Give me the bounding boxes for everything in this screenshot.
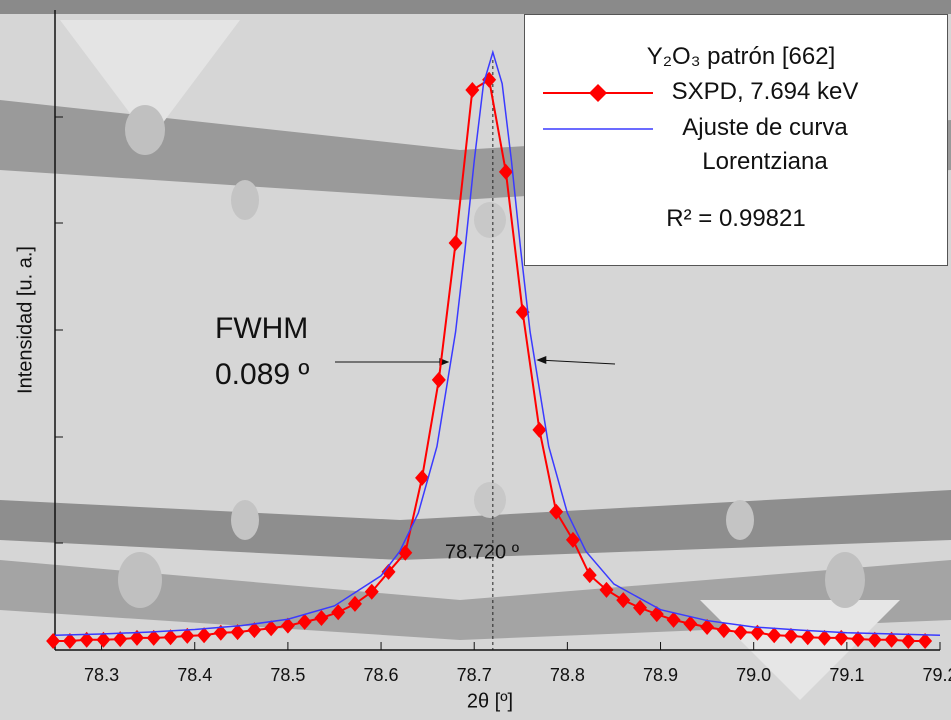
data-point bbox=[264, 620, 279, 637]
data-point bbox=[415, 469, 430, 486]
data-point bbox=[716, 622, 731, 639]
x-tick-label: 79.1 bbox=[829, 665, 864, 685]
data-point bbox=[146, 629, 161, 646]
fwhm-arrow bbox=[538, 359, 616, 365]
data-point bbox=[297, 613, 312, 630]
x-tick-label: 78.3 bbox=[84, 665, 119, 685]
x-tick-label: 78.9 bbox=[643, 665, 678, 685]
data-point bbox=[431, 371, 446, 388]
data-point bbox=[800, 629, 815, 646]
x-tick-label: 78.7 bbox=[457, 665, 492, 685]
r2-label: R² = 0.99821 bbox=[666, 205, 806, 232]
x-tick-label: 78.8 bbox=[550, 665, 585, 685]
data-point bbox=[616, 592, 631, 609]
data-point bbox=[180, 627, 195, 644]
data-point bbox=[280, 617, 295, 634]
data-point bbox=[197, 627, 212, 644]
x-axis-label: 2θ [º] bbox=[467, 690, 513, 712]
data-point bbox=[817, 629, 832, 646]
x-tick-label: 78.6 bbox=[364, 665, 399, 685]
data-point bbox=[532, 421, 547, 438]
data-point bbox=[465, 82, 480, 98]
series-line bbox=[54, 49, 941, 637]
data-point bbox=[599, 581, 614, 598]
data-point bbox=[767, 627, 782, 644]
data-point bbox=[129, 629, 144, 646]
data-point bbox=[783, 627, 798, 644]
data-point bbox=[213, 624, 228, 641]
data-point bbox=[884, 631, 899, 648]
data-point bbox=[666, 611, 681, 628]
legend-entry: Ajuste de curva Lorentziana bbox=[682, 114, 848, 175]
data-point bbox=[79, 631, 94, 648]
data-point bbox=[582, 567, 597, 584]
data-point bbox=[867, 631, 882, 648]
data-point bbox=[683, 615, 698, 632]
data-point bbox=[113, 631, 128, 648]
data-point bbox=[96, 631, 111, 648]
data-point bbox=[247, 622, 262, 639]
y-axis-label: Intensidad [u. a.] bbox=[14, 246, 36, 394]
data-point bbox=[163, 629, 178, 646]
data-point bbox=[314, 610, 329, 626]
x-tick-label: 78.5 bbox=[270, 665, 305, 685]
legend-marker bbox=[589, 84, 607, 102]
fwhm-title: FWHM bbox=[215, 312, 308, 345]
data-point bbox=[549, 503, 564, 520]
data-point bbox=[230, 624, 245, 641]
data-point bbox=[347, 595, 362, 612]
data-point bbox=[851, 631, 866, 648]
data-point bbox=[498, 163, 513, 180]
legend: Y₂O₃ patrón [662] SXPD, 7.694 keV Ajuste… bbox=[524, 14, 948, 266]
data-point bbox=[733, 624, 748, 641]
data-point bbox=[633, 599, 648, 616]
data-point bbox=[62, 633, 77, 650]
data-point bbox=[901, 633, 916, 650]
peak-label: 78.720 º bbox=[445, 541, 520, 563]
x-tick-label: 78.4 bbox=[177, 665, 212, 685]
x-tick-label: 79.2 bbox=[922, 665, 951, 685]
data-point bbox=[918, 633, 933, 650]
fwhm-arrowhead bbox=[536, 356, 547, 364]
data-point bbox=[750, 624, 765, 641]
legend-title: Y₂O₃ patrón [662] bbox=[646, 43, 836, 70]
legend-keys bbox=[543, 84, 653, 130]
data-point bbox=[565, 531, 580, 548]
data-point bbox=[364, 583, 379, 600]
data-point bbox=[700, 618, 715, 635]
fwhm-label: 0.089 º bbox=[215, 358, 309, 391]
data-point bbox=[381, 563, 396, 580]
data-point bbox=[448, 234, 463, 251]
data-point bbox=[834, 629, 849, 646]
data-point bbox=[331, 604, 346, 621]
data-point bbox=[515, 304, 530, 321]
y-axis-ticks bbox=[55, 116, 63, 544]
legend-entry: SXPD, 7.694 keV bbox=[671, 78, 859, 105]
data-point bbox=[46, 633, 61, 650]
x-tick-label: 79.0 bbox=[736, 665, 771, 685]
